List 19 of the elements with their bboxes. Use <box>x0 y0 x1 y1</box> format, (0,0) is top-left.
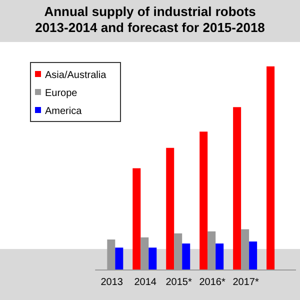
bar <box>216 244 224 270</box>
x-tick-label: 2014 <box>134 277 157 288</box>
bar <box>166 148 174 270</box>
chart-title: Annual supply of industrial robots 2013-2014 and forecast for 2015-2018 <box>34 4 266 36</box>
x-tick-label: 2016* <box>199 277 226 288</box>
bar <box>115 248 124 270</box>
legend-label: America <box>45 106 82 117</box>
x-tick-label: 2015* <box>166 277 192 288</box>
bar <box>233 107 242 270</box>
x-tick-label: 2017* <box>232 277 259 288</box>
bar <box>266 66 275 270</box>
bar <box>132 168 141 270</box>
legend-label: Europe <box>45 88 78 99</box>
legend-label: Asia/Australia <box>45 70 106 81</box>
bar <box>249 242 258 270</box>
x-tick-label: 2013 <box>100 277 124 288</box>
bar <box>148 248 157 270</box>
bar <box>182 244 190 270</box>
bar <box>200 132 208 270</box>
